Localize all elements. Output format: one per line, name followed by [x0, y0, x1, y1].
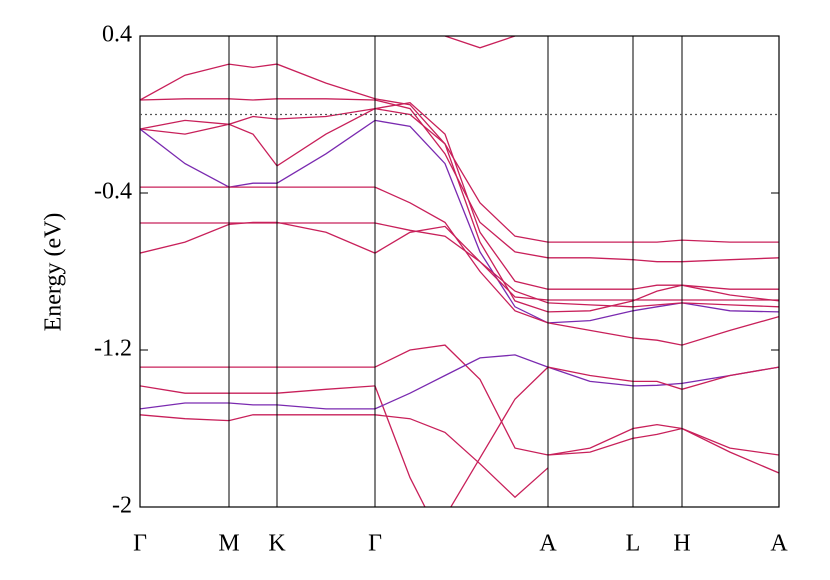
x-tick-label: L: [626, 531, 641, 557]
x-tick-label: K: [268, 531, 286, 557]
y-axis-label: Energy (eV): [41, 213, 67, 332]
y-tick-label: -2: [112, 493, 132, 519]
band: [140, 102, 779, 290]
x-tick-label: Γ: [368, 531, 382, 557]
band: [140, 354, 779, 410]
band: [140, 414, 549, 499]
band: [140, 344, 779, 456]
x-tick-label: H: [673, 531, 690, 557]
band: [140, 221, 779, 308]
band: [140, 63, 779, 243]
band: [547, 427, 779, 474]
y-tick-label: 0.4: [102, 22, 132, 48]
x-tick-label: M: [218, 531, 239, 557]
y-tick-label: -0.4: [94, 179, 132, 205]
x-tick-label: A: [770, 531, 788, 557]
plot-area: [140, 36, 779, 507]
band: [140, 385, 426, 507]
x-tick-label: A: [539, 531, 557, 557]
band: [140, 186, 779, 346]
x-tick-label: Γ: [133, 531, 147, 557]
plot-frame: [139, 35, 780, 508]
band: [450, 366, 779, 507]
band: [140, 107, 779, 313]
band: [140, 98, 779, 263]
y-tick-label: -1.2: [94, 336, 132, 362]
band: [140, 119, 779, 324]
band: [444, 36, 516, 49]
